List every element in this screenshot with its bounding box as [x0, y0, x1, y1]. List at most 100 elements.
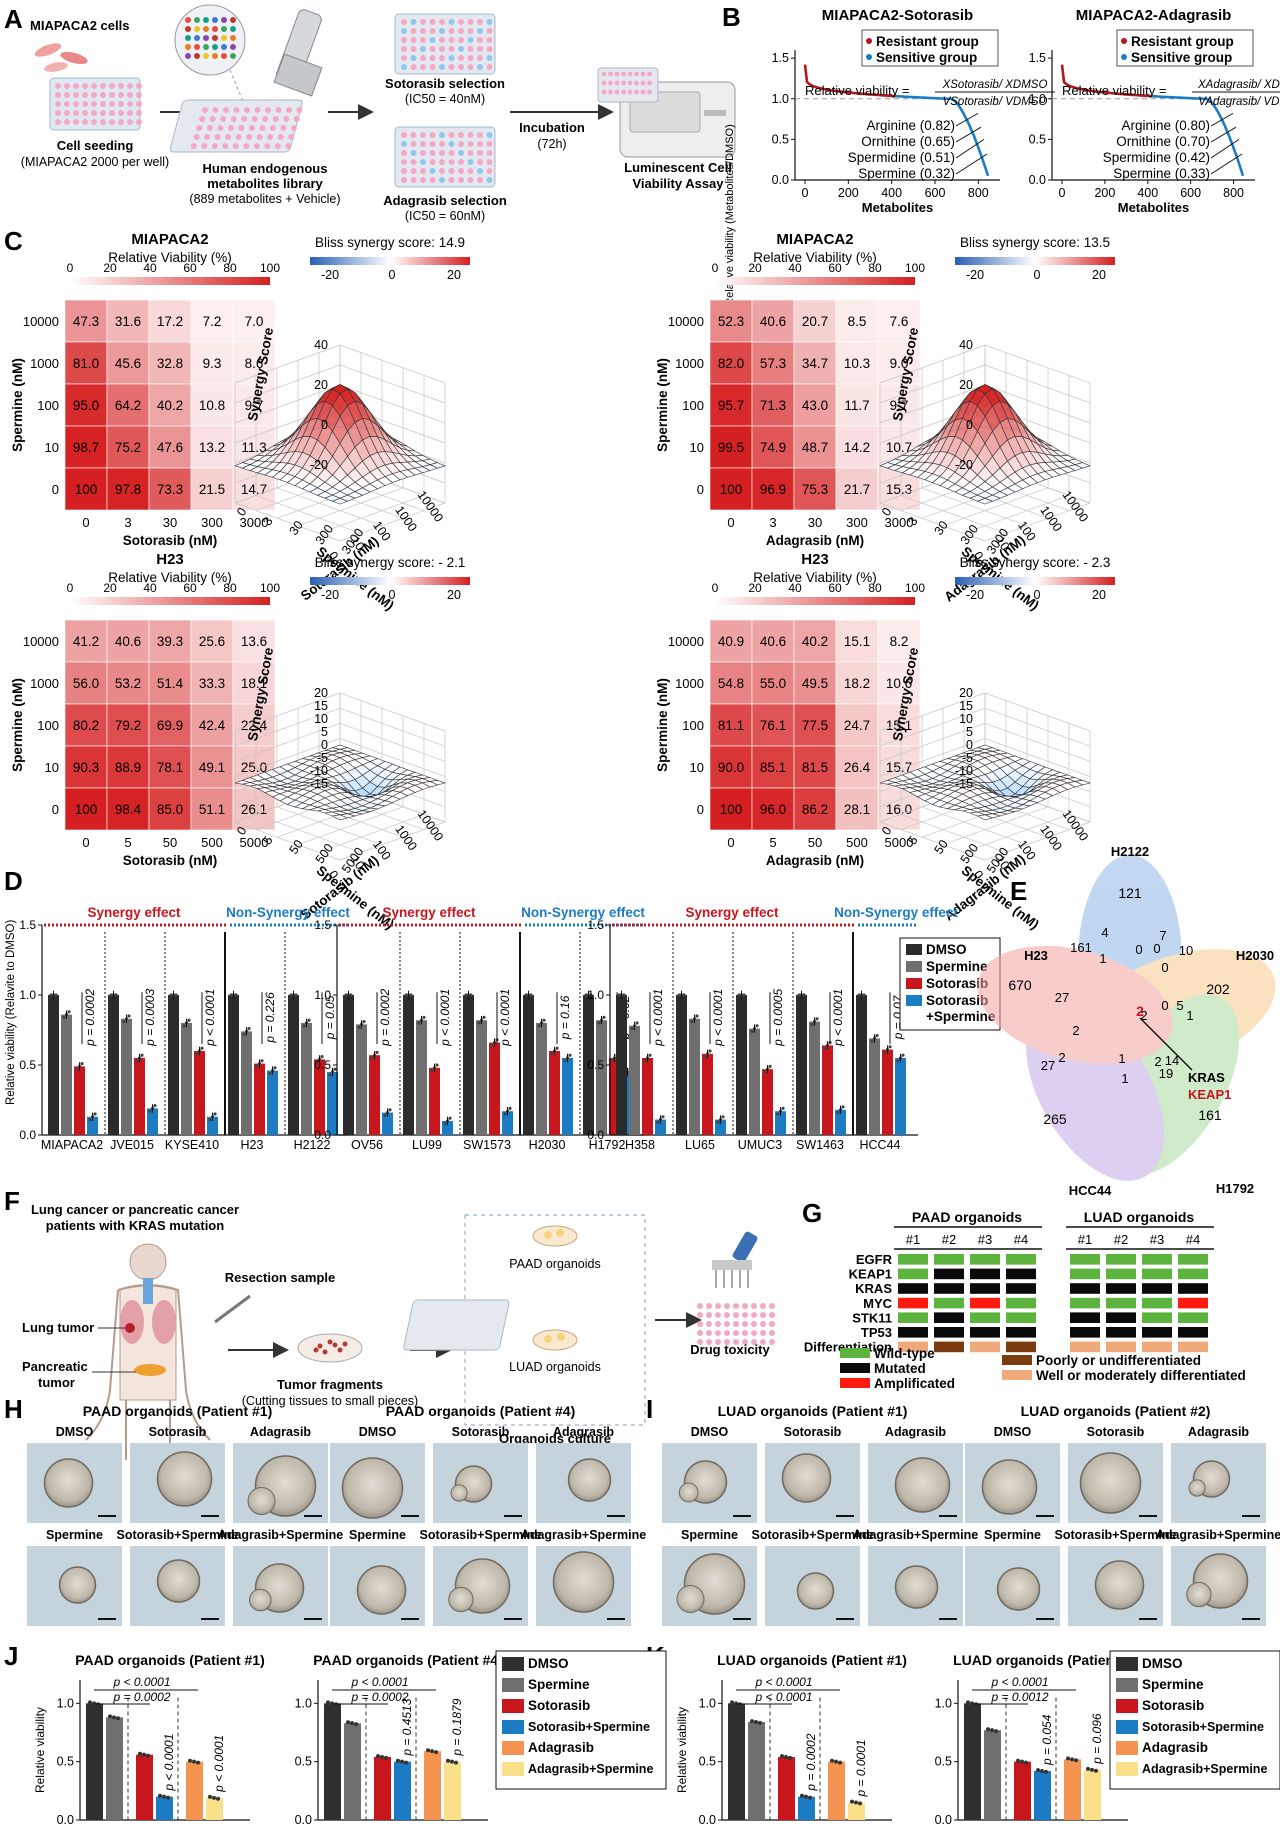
well-dot — [277, 134, 284, 140]
well-dot — [429, 64, 436, 70]
bar — [596, 1020, 607, 1135]
heatmap-value: 14.2 — [844, 440, 870, 455]
col-tick-label: 3000 — [240, 515, 269, 530]
panel-h: H — [4, 1394, 23, 1424]
well-dot — [640, 89, 646, 95]
g-status-cell — [1178, 1312, 1208, 1323]
data-point — [109, 993, 113, 997]
well-dot — [230, 26, 236, 32]
heatmap-cell — [190, 425, 234, 469]
pointer-line — [1210, 153, 1243, 175]
well-dot — [275, 107, 282, 113]
col-tick-label: 300 — [846, 515, 868, 530]
g-status-cell — [1070, 1268, 1100, 1280]
organoid-shape — [341, 1457, 404, 1519]
data-point — [482, 1015, 486, 1020]
well-dot — [420, 159, 426, 165]
colorbar-tick: -20 — [321, 268, 339, 282]
organoid-shape — [1079, 1452, 1142, 1514]
heatmap-y-label: Spermine (nM) — [655, 678, 670, 772]
grid-line — [984, 364, 1091, 404]
legend-label: Sotorasib — [1142, 1698, 1204, 1713]
colorbar-tick: 80 — [223, 581, 237, 595]
data-point — [213, 1112, 217, 1116]
category-label: H358 — [625, 1138, 655, 1152]
data-point — [195, 1052, 199, 1056]
bar — [562, 1058, 573, 1135]
g-status-cell — [1006, 1254, 1036, 1265]
g-status-cell — [934, 1268, 964, 1280]
venn-count: 27 — [1041, 1058, 1055, 1073]
well-dot — [697, 1303, 703, 1309]
jk-legend-0: DMSO Spermine Sotorasib Sotorasib+Spermine A… — [495, 1650, 667, 1790]
heatmap-value: 9.0 — [890, 356, 909, 371]
z-tick-label: 5 — [966, 725, 973, 739]
organoid-shape — [678, 1482, 699, 1503]
pointer-line — [1210, 138, 1240, 159]
heatmap-title: H23 — [801, 551, 829, 568]
jk-legend-1: DMSO Spermine Sotorasib Sotorasib+Spermine A… — [1109, 1650, 1280, 1790]
well-dot — [220, 116, 227, 122]
data-point — [610, 1059, 614, 1063]
grid-line — [339, 502, 446, 542]
g-legend-label: Wild-type — [874, 1346, 935, 1361]
well-dot — [221, 53, 227, 59]
heatmap-cell — [148, 703, 192, 747]
bar — [206, 1797, 223, 1820]
well-dot — [410, 55, 417, 61]
heatmap-value: 99.5 — [718, 440, 744, 455]
venn-count: 0 — [1153, 941, 1160, 956]
y-tick-label: 0.0 — [1029, 173, 1046, 187]
data-point — [834, 1759, 838, 1764]
colorbar-tick: 100 — [905, 261, 925, 275]
well-dot — [724, 1330, 730, 1336]
well-dot — [429, 141, 436, 147]
heatmap-value: 49.1 — [199, 760, 225, 775]
spermine-tick-label: 1000 — [1037, 822, 1064, 853]
data-point — [92, 1701, 96, 1706]
bar — [156, 1796, 173, 1820]
bar — [86, 1703, 103, 1820]
data-point — [192, 1759, 196, 1764]
heatmap-value: 100 — [75, 482, 98, 497]
g-status-cell — [970, 1254, 1000, 1265]
well-dot — [733, 1321, 739, 1327]
well-dot — [420, 177, 426, 183]
heatmap-cell — [751, 341, 795, 385]
micrograph-label: Spermine — [46, 1528, 103, 1542]
data-point — [754, 1720, 758, 1724]
z-tick-label: 5 — [321, 725, 328, 739]
p-value-label: p = 0.16 — [558, 995, 572, 1040]
drug-tick-label: 500 — [958, 841, 981, 866]
well-dot — [230, 44, 236, 50]
g-status-cell — [1070, 1283, 1100, 1294]
heatmap-cell — [709, 341, 753, 385]
well-dot — [244, 107, 250, 113]
micrograph-title: PAAD organoids (Patient #4) — [386, 1403, 576, 1419]
adagrasib-ic50-label: (IC50 = 60nM) — [405, 209, 485, 223]
heatmap-value: 48.7 — [802, 440, 828, 455]
library-title-2: metabolites library — [207, 176, 323, 191]
p-value-label: p = 0.0012 — [990, 1690, 1048, 1704]
panel-j: J — [4, 1641, 18, 1671]
heatmap-value: 81.0 — [73, 356, 99, 371]
micrograph-label: Adagrasib+Spermine — [218, 1528, 343, 1542]
panel-letter-a: A — [4, 4, 23, 34]
well-dot — [448, 55, 455, 61]
heatmap-cell — [835, 341, 879, 385]
bar — [715, 1119, 726, 1135]
synergy-surface — [879, 384, 1091, 505]
heatmap-cell — [793, 467, 837, 511]
well-dot — [256, 134, 263, 140]
data-point — [1086, 1766, 1090, 1771]
well-dot — [288, 134, 295, 140]
sotorasib-selection-label: Sotorasib selection — [385, 76, 505, 91]
well-dot — [230, 35, 236, 41]
data-point — [768, 1064, 772, 1068]
well-dot — [203, 53, 209, 59]
library-title-1: Human endogenous — [203, 161, 328, 176]
heatmap-cell — [64, 383, 108, 427]
library-plate-wells — [190, 107, 303, 149]
spermine-tick-label: 10000 — [1060, 488, 1091, 525]
bar — [748, 1722, 765, 1820]
